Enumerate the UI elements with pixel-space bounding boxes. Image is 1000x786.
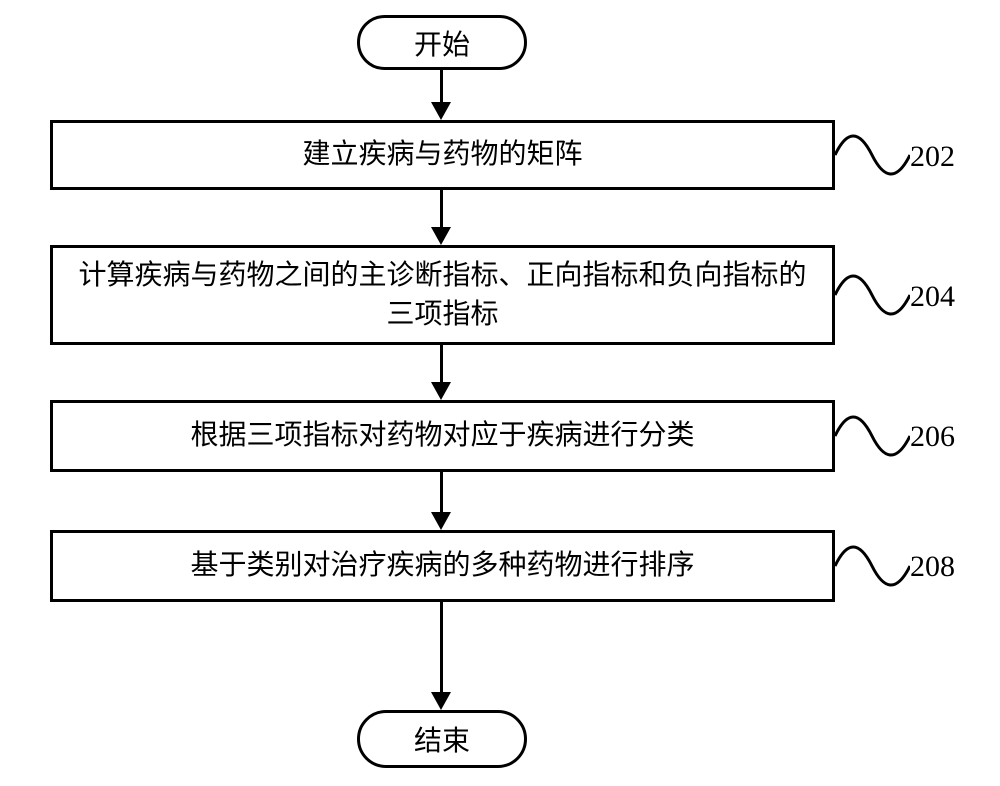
arrow-head xyxy=(431,227,451,245)
arrow-line xyxy=(440,602,443,694)
step-label-208: 208 xyxy=(910,550,955,584)
arrow-line xyxy=(440,472,443,514)
step-label-text: 206 xyxy=(910,420,955,453)
terminal-start: 开始 xyxy=(357,15,527,70)
arrow-line xyxy=(440,70,443,104)
step-label-206: 206 xyxy=(910,420,955,454)
process-step-204: 计算疾病与药物之间的主诊断指标、正向指标和负向指标的三项指标 xyxy=(50,245,835,345)
terminal-start-text: 开始 xyxy=(414,23,470,63)
arrow-head xyxy=(431,692,451,710)
process-step-202: 建立疾病与药物的矩阵 xyxy=(50,120,835,190)
process-step-208: 基于类别对治疗疾病的多种药物进行排序 xyxy=(50,530,835,602)
arrow-head xyxy=(431,512,451,530)
wave-connector xyxy=(835,536,910,596)
arrow-head xyxy=(431,102,451,120)
terminal-end: 结束 xyxy=(357,710,527,768)
step-label-202: 202 xyxy=(910,140,955,174)
step-label-text: 208 xyxy=(910,550,955,583)
step-label-204: 204 xyxy=(910,280,955,314)
process-step-text: 计算疾病与药物之间的主诊断指标、正向指标和负向指标的三项指标 xyxy=(73,256,812,334)
wave-connector xyxy=(835,406,910,466)
process-step-text: 基于类别对治疗疾病的多种药物进行排序 xyxy=(190,546,694,585)
step-label-text: 204 xyxy=(910,280,955,313)
wave-connector xyxy=(835,265,910,325)
flowchart-container: 开始 建立疾病与药物的矩阵 202 计算疾病与药物之间的主诊断指标、正向指标和负… xyxy=(0,0,1000,786)
process-step-text: 根据三项指标对药物对应于疾病进行分类 xyxy=(190,416,694,455)
step-label-text: 202 xyxy=(910,140,955,173)
arrow-line xyxy=(440,190,443,229)
process-step-206: 根据三项指标对药物对应于疾病进行分类 xyxy=(50,400,835,472)
wave-connector xyxy=(835,125,910,185)
arrow-line xyxy=(440,345,443,384)
process-step-text: 建立疾病与药物的矩阵 xyxy=(302,135,582,174)
arrow-head xyxy=(431,382,451,400)
terminal-end-text: 结束 xyxy=(414,719,470,759)
